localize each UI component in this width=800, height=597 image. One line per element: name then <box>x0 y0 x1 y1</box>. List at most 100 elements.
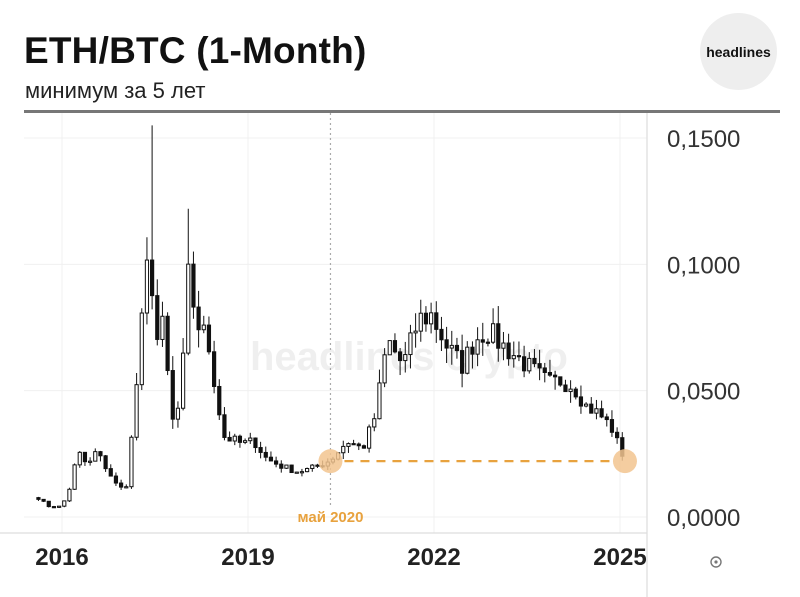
candle-body-down <box>558 376 563 386</box>
candle-body-down <box>165 315 170 372</box>
candle <box>460 334 465 388</box>
candle-body-down <box>36 497 41 500</box>
candle <box>429 302 434 334</box>
chart-subtitle: минимум за 5 лет <box>25 78 206 103</box>
candle <box>423 306 429 332</box>
may-2020-marker <box>318 449 343 474</box>
annotation-label: май 2020 <box>297 509 363 526</box>
candle-body-up <box>232 435 237 442</box>
candle <box>444 326 449 364</box>
candle <box>599 400 604 419</box>
candle-body-down <box>537 363 542 369</box>
candle <box>289 464 294 474</box>
candle-body-down <box>423 312 429 325</box>
candle <box>351 439 356 446</box>
current-low-marker <box>612 449 637 474</box>
candle <box>485 338 491 347</box>
candle-body-down <box>398 351 403 362</box>
settings-gear-icon[interactable] <box>710 556 722 568</box>
candle <box>124 484 129 489</box>
candle-body-down <box>155 295 160 340</box>
title-divider <box>24 110 780 113</box>
candle <box>547 359 553 377</box>
candle-body-down <box>578 396 584 407</box>
candle-body-down <box>274 460 279 465</box>
candle-body-down <box>532 357 537 365</box>
candle <box>475 327 480 367</box>
x-tick-label: 2016 <box>35 544 88 571</box>
candle-body-up <box>408 332 413 356</box>
candle <box>103 454 108 472</box>
candle <box>491 308 496 345</box>
candle-body-up <box>57 505 62 508</box>
candle <box>434 301 439 343</box>
candle <box>315 463 320 469</box>
candle <box>279 460 284 473</box>
candle-body-up <box>305 467 310 473</box>
candle <box>480 322 485 356</box>
candle-body-down <box>119 482 124 488</box>
candle <box>77 450 82 468</box>
candle <box>563 379 568 393</box>
candle-body-down <box>542 367 547 373</box>
candle-body-down <box>516 355 522 358</box>
candle-body-down <box>98 451 103 457</box>
candle-body-down <box>150 259 155 297</box>
candle <box>186 208 191 356</box>
candle-body-up <box>62 500 67 507</box>
candle-body-down <box>460 350 465 374</box>
candle-body-up <box>387 340 392 356</box>
candle <box>578 385 584 414</box>
candle-body-down <box>258 447 263 453</box>
candle <box>449 330 454 365</box>
candle <box>387 340 392 356</box>
candle-body-down <box>217 385 222 416</box>
candle <box>62 500 67 508</box>
candle-body-down <box>615 431 620 439</box>
candle <box>594 399 599 420</box>
candle-body-down <box>227 436 232 442</box>
candle-body-down <box>485 341 491 344</box>
candle-body-up <box>527 357 532 372</box>
brand-logo: headlines <box>700 13 777 90</box>
candle <box>196 290 201 348</box>
candle <box>413 313 418 348</box>
x-tick-label: 2019 <box>221 544 274 571</box>
candle-body-up <box>77 451 82 466</box>
candle <box>516 341 522 362</box>
candle-body-up <box>201 324 206 331</box>
candle <box>470 341 475 369</box>
candle-body-up <box>418 312 423 332</box>
candle <box>237 434 243 448</box>
candle-body-down <box>268 456 274 462</box>
candle <box>232 433 237 446</box>
candle <box>537 349 542 381</box>
candle <box>274 456 279 468</box>
candle <box>542 362 547 383</box>
candle <box>222 407 227 441</box>
candle-body-down <box>604 416 609 421</box>
candle <box>191 251 196 319</box>
candle-body-up <box>465 346 470 374</box>
candle-body-up <box>129 436 134 488</box>
candle-body-down <box>392 340 398 353</box>
candle-body-down <box>351 443 356 446</box>
candle <box>98 450 103 462</box>
candle-body-up <box>160 315 165 340</box>
candle <box>258 441 263 459</box>
y-tick-label: 0,0000 <box>667 505 740 532</box>
candle-body-down <box>289 464 294 474</box>
candle-body-up <box>299 471 305 474</box>
candle-body-down <box>356 443 361 447</box>
candle <box>57 505 62 509</box>
candle-body-up <box>372 418 377 428</box>
candle <box>522 345 527 378</box>
candle <box>67 487 72 502</box>
candle <box>403 341 408 373</box>
candle-body-up <box>413 330 418 334</box>
candle-body-down <box>439 328 444 341</box>
candle <box>408 324 413 369</box>
candle-body-up <box>382 354 387 384</box>
candle <box>227 431 232 442</box>
